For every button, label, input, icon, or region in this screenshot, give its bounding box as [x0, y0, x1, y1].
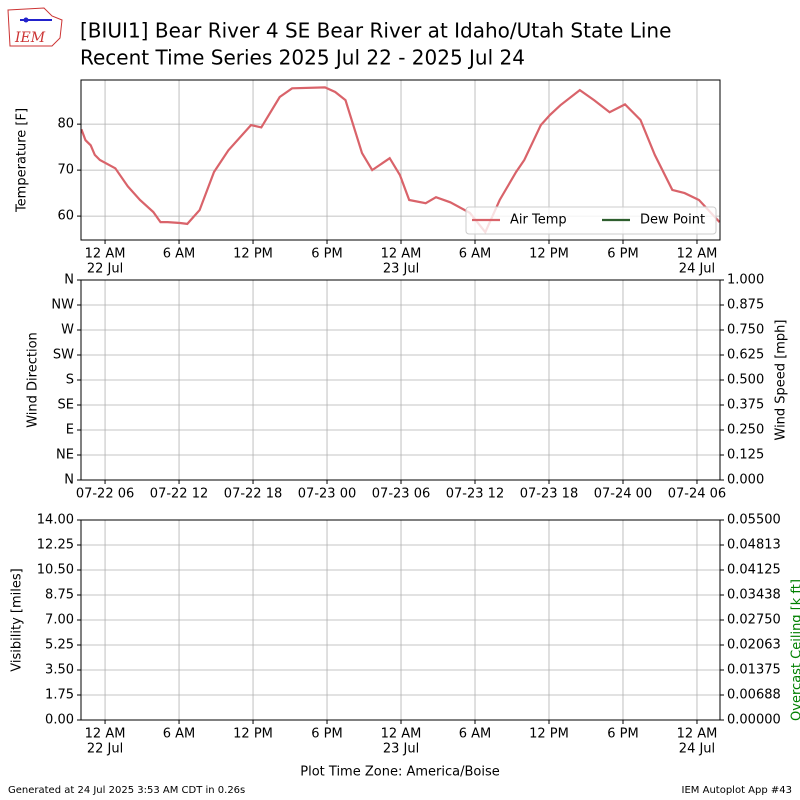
x-tick-date: 22 Jul — [87, 262, 123, 277]
x-tick-label: 6 PM — [607, 727, 638, 742]
y2-tick-label: 0.03438 — [727, 588, 781, 603]
footer-left: Generated at 24 Jul 2025 3:53 AM CDT in … — [8, 785, 245, 796]
x-tick-label: 6 PM — [607, 247, 638, 262]
y-tick-label: 10.50 — [37, 563, 74, 578]
x-tick-label: 07-24 00 — [594, 487, 652, 502]
x-axis-label: Plot Time Zone: America/Boise — [300, 765, 499, 780]
x-tick-date: 22 Jul — [87, 742, 123, 757]
x-tick-label: 07-22 12 — [150, 487, 208, 502]
x-tick-label: 12 PM — [233, 247, 273, 262]
x-tick-date: 23 Jul — [383, 742, 419, 757]
x-tick-date: 24 Jul — [679, 742, 715, 757]
y-tick-label: 8.75 — [45, 588, 74, 603]
x-tick-label: 07-23 00 — [298, 487, 356, 502]
title: [BIUI1] Bear River 4 SE Bear River at Id… — [80, 19, 671, 43]
legend: Air Temp Dew Point — [465, 206, 717, 235]
y2-tick-label: 0.750 — [727, 323, 764, 338]
y-tick-label: N — [64, 273, 74, 288]
logo: IEM — [7, 7, 63, 47]
y2-tick-label: 1.000 — [727, 273, 764, 288]
x-tick-label: 07-23 12 — [446, 487, 504, 502]
y2-axis-label: Wind Speed [mph] — [774, 320, 789, 441]
y-tick-label: 12.25 — [37, 538, 74, 553]
x-tick-label: 6 AM — [459, 727, 492, 742]
y2-tick-label: 0.05500 — [727, 513, 781, 528]
x-tick-label: 6 AM — [163, 727, 196, 742]
y-tick-label: 60 — [57, 209, 74, 224]
logo-text: IEM — [14, 30, 46, 46]
y-tick-label: N — [64, 473, 74, 488]
legend-label: Air Temp — [510, 213, 567, 228]
plot-frame — [80, 279, 721, 481]
subtitle: Recent Time Series 2025 Jul 22 - 2025 Ju… — [80, 46, 525, 70]
y-tick-label: 5.25 — [45, 638, 74, 653]
series-line — [80, 86, 721, 235]
x-tick-label: 12 PM — [233, 727, 273, 742]
y-tick-label: E — [66, 423, 74, 438]
legend-label: Dew Point — [640, 213, 705, 228]
footer-right: IEM Autoplot App #43 — [682, 785, 792, 796]
y2-tick-label: 0.00000 — [727, 713, 781, 728]
y2-tick-label: 0.00688 — [727, 688, 781, 703]
y2-tick-label: 0.250 — [727, 423, 764, 438]
x-tick-label: 12 AM — [677, 727, 718, 742]
x-tick-label: 6 PM — [311, 247, 342, 262]
x-tick-date: 23 Jul — [383, 262, 419, 277]
y-tick-label: W — [61, 323, 74, 338]
y-tick-label: 3.50 — [45, 663, 74, 678]
y2-tick-label: 0.02750 — [727, 613, 781, 628]
y-axis-label: Temperature [F] — [15, 108, 30, 213]
x-tick-label: 07-22 18 — [224, 487, 282, 502]
y2-tick-label: 0.01375 — [727, 663, 781, 678]
x-tick-label: 07-24 06 — [668, 487, 726, 502]
y2-tick-label: 0.875 — [727, 298, 764, 313]
x-tick-label: 12 AM — [381, 727, 422, 742]
x-tick-label: 12 AM — [85, 727, 126, 742]
x-tick-label: 12 AM — [85, 247, 126, 262]
y-tick-label: 7.00 — [45, 613, 74, 628]
y-tick-label: S — [66, 373, 74, 388]
y2-tick-label: 0.625 — [727, 348, 764, 363]
y2-tick-label: 0.125 — [727, 448, 764, 463]
y2-axis-label: Overcast Ceiling [k ft] — [790, 579, 800, 721]
x-tick-label: 6 AM — [459, 247, 492, 262]
x-tick-date: 24 Jul — [679, 262, 715, 277]
y-tick-label: SW — [53, 348, 74, 363]
x-tick-label: 07-23 18 — [520, 487, 578, 502]
legend-box — [465, 206, 717, 235]
y-tick-label: NE — [56, 448, 74, 463]
y-tick-label: 14.00 — [37, 513, 74, 528]
x-tick-label: 12 AM — [381, 247, 422, 262]
y-tick-label: 70 — [57, 163, 74, 178]
x-tick-label: 6 AM — [163, 247, 196, 262]
y-tick-label: NW — [51, 298, 74, 313]
x-tick-label: 12 PM — [529, 247, 569, 262]
y-tick-label: 0.00 — [45, 713, 74, 728]
y-tick-label: SE — [58, 398, 74, 413]
x-tick-label: 07-23 06 — [372, 487, 430, 502]
x-tick-label: 6 PM — [311, 727, 342, 742]
y-tick-label: 80 — [57, 117, 74, 132]
y2-tick-label: 0.000 — [727, 473, 764, 488]
y2-tick-label: 0.375 — [727, 398, 764, 413]
plot-frame — [80, 79, 721, 241]
x-tick-label: 12 PM — [529, 727, 569, 742]
y-axis-label: Visibility [miles] — [10, 568, 25, 671]
x-tick-label: 12 AM — [677, 247, 718, 262]
y-tick-label: 1.75 — [45, 688, 74, 703]
x-tick-label: 07-22 06 — [76, 487, 134, 502]
y2-tick-label: 0.04125 — [727, 563, 781, 578]
y2-tick-label: 0.500 — [727, 373, 764, 388]
y2-tick-label: 0.02063 — [727, 638, 781, 653]
y-axis-label: Wind Direction — [26, 332, 41, 428]
y2-tick-label: 0.04813 — [727, 538, 781, 553]
plot-frame — [80, 519, 721, 721]
